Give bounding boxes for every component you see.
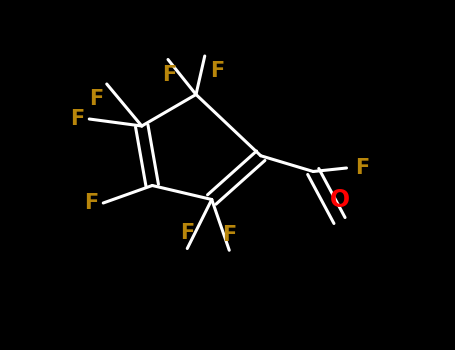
Text: F: F — [355, 158, 369, 178]
Text: F: F — [89, 89, 103, 109]
Text: O: O — [329, 188, 349, 212]
Text: F: F — [222, 225, 237, 245]
Text: F: F — [180, 223, 194, 243]
Text: F: F — [70, 109, 84, 129]
Text: F: F — [162, 65, 177, 85]
Text: F: F — [84, 193, 98, 213]
Text: F: F — [210, 61, 224, 81]
